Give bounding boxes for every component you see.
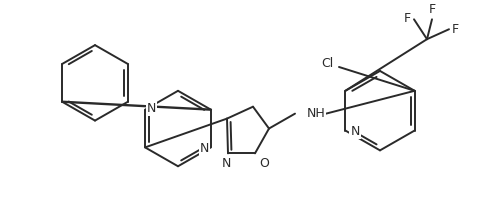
Text: Cl: Cl <box>321 58 333 70</box>
Text: N: N <box>147 102 157 115</box>
Text: F: F <box>428 3 436 16</box>
Text: F: F <box>404 12 411 25</box>
Text: O: O <box>259 157 269 170</box>
Text: N: N <box>200 142 209 155</box>
Text: N: N <box>350 125 360 138</box>
Text: N: N <box>221 157 231 170</box>
Text: F: F <box>452 23 459 36</box>
Text: NH: NH <box>307 107 325 120</box>
